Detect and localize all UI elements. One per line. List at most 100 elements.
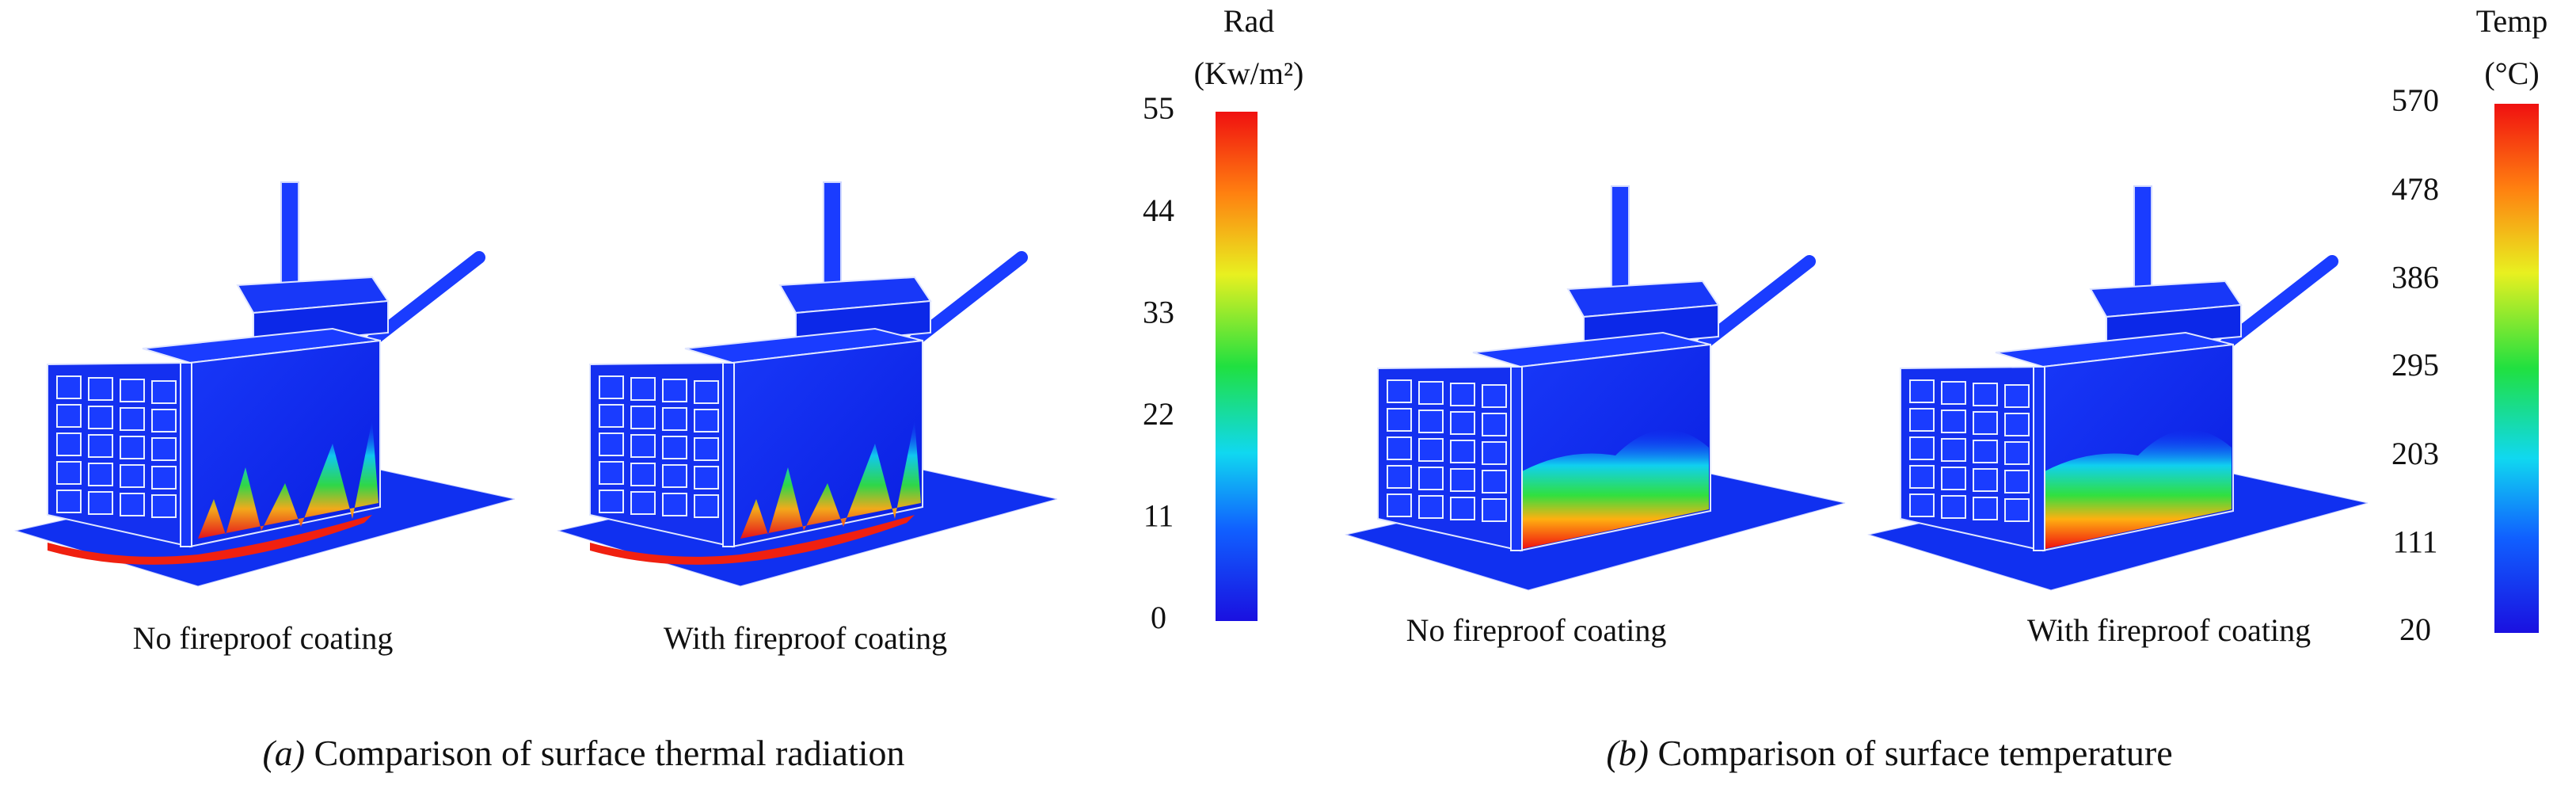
- fin-block: [88, 406, 113, 429]
- fin-block: [630, 434, 656, 458]
- diagonal-pipe: [2219, 255, 2338, 351]
- fin-block: [1941, 381, 1966, 405]
- fin-block: [694, 466, 719, 490]
- fin-block: [151, 380, 177, 404]
- image-label: No fireproof coating: [133, 620, 394, 656]
- fin-block: [151, 494, 177, 518]
- colorbar-tick-label: 570: [2391, 82, 2439, 118]
- radiation-hotspots: [198, 420, 379, 539]
- panel-label: (b): [1606, 733, 1649, 773]
- fin-block: [1418, 495, 1444, 519]
- diagonal-pipe: [908, 251, 1028, 347]
- fin-block: [1418, 438, 1444, 462]
- fin-block: [2004, 384, 2030, 408]
- colorbar-tick-label: 44: [1143, 192, 1174, 228]
- fin-block: [1418, 467, 1444, 490]
- colorbar-tick-label: 386: [2391, 260, 2439, 295]
- fin-block: [1909, 465, 1935, 489]
- simulation-render: [1345, 185, 1846, 591]
- fin-block: [120, 493, 145, 516]
- fin-block: [630, 463, 656, 486]
- fin-block: [56, 461, 82, 485]
- fin-block: [599, 404, 624, 428]
- fin-block: [120, 436, 145, 459]
- colorbar-title: Temp: [2476, 3, 2548, 39]
- fin-block: [662, 407, 687, 431]
- fin-block: [1973, 468, 1998, 492]
- image-label: With fireproof coating: [664, 620, 947, 656]
- caption-space: [1649, 733, 1658, 773]
- fin-block: [1482, 384, 1507, 408]
- colorbar-unit: (Kw/m²): [1194, 55, 1304, 91]
- floor-hotspot: [590, 515, 915, 565]
- panel-label: (a): [262, 733, 305, 773]
- fin-block: [151, 466, 177, 490]
- temperature-field: [2045, 429, 2232, 549]
- fin-block: [599, 375, 624, 399]
- fin-block: [662, 436, 687, 459]
- fin-block: [56, 404, 82, 428]
- fin-block: [88, 491, 113, 515]
- fin-block: [1387, 436, 1412, 460]
- fin-block: [599, 432, 624, 456]
- fin-block: [1482, 498, 1507, 522]
- fin-block: [88, 434, 113, 458]
- fin-block: [1973, 411, 1998, 435]
- fin-block: [120, 379, 145, 402]
- fin-block: [151, 409, 177, 432]
- fin-block: [1941, 495, 1966, 519]
- fin-block: [151, 437, 177, 461]
- colorbar-tick-label: 22: [1143, 396, 1174, 432]
- fin-block: [630, 491, 656, 515]
- fin-block: [630, 377, 656, 401]
- fin-block: [1418, 381, 1444, 405]
- fin-block: [1941, 438, 1966, 462]
- fin-block: [1482, 441, 1507, 465]
- fin-block: [1909, 493, 1935, 517]
- fin-block: [56, 375, 82, 399]
- fin-block: [1450, 411, 1475, 435]
- fin-block: [630, 406, 656, 429]
- fin-plate: [722, 362, 735, 547]
- fin-plate: [2033, 366, 2045, 551]
- colorbar-tick-label: 33: [1143, 294, 1174, 330]
- panel-caption: (b) Comparison of surface temperature: [1606, 733, 2172, 773]
- fin-block: [694, 409, 719, 432]
- fin-block: [662, 493, 687, 516]
- simulation-render: [1867, 185, 2369, 591]
- fin-block: [1450, 468, 1475, 492]
- fin-block: [1941, 467, 1966, 490]
- fin-block: [2004, 498, 2030, 522]
- fin-plate: [1510, 366, 1523, 551]
- temperature-field: [1522, 429, 1709, 549]
- colorbar-unit: (°C): [2484, 55, 2539, 91]
- fin-block: [662, 464, 687, 488]
- colorbar-tick-label: 478: [2391, 171, 2439, 207]
- fin-block: [120, 464, 145, 488]
- colorbar: [2494, 104, 2539, 633]
- radiation-hotspots: [740, 420, 921, 539]
- fin-block: [662, 379, 687, 402]
- fin-block: [1387, 408, 1412, 432]
- fin-block: [88, 463, 113, 486]
- fin-block: [1387, 465, 1412, 489]
- floor-hotspot: [48, 515, 372, 565]
- fin-block: [1482, 470, 1507, 493]
- colorbar-tick-label: 55: [1143, 90, 1174, 126]
- fin-block: [1909, 408, 1935, 432]
- fin-block: [56, 432, 82, 456]
- fin-block: [2004, 441, 2030, 465]
- panel-caption: (a) Comparison of surface thermal radiat…: [262, 733, 904, 773]
- fin-block: [1973, 440, 1998, 463]
- fin-block: [1482, 413, 1507, 436]
- fin-block: [694, 494, 719, 518]
- fin-block: [56, 490, 82, 513]
- colorbar-tick-label: 295: [2391, 347, 2439, 383]
- fin-block: [120, 407, 145, 431]
- fin-block: [88, 377, 113, 401]
- simulation-render: [557, 181, 1058, 587]
- colorbar: [1216, 112, 1258, 621]
- fin-block: [694, 437, 719, 461]
- image-label: No fireproof coating: [1406, 612, 1667, 648]
